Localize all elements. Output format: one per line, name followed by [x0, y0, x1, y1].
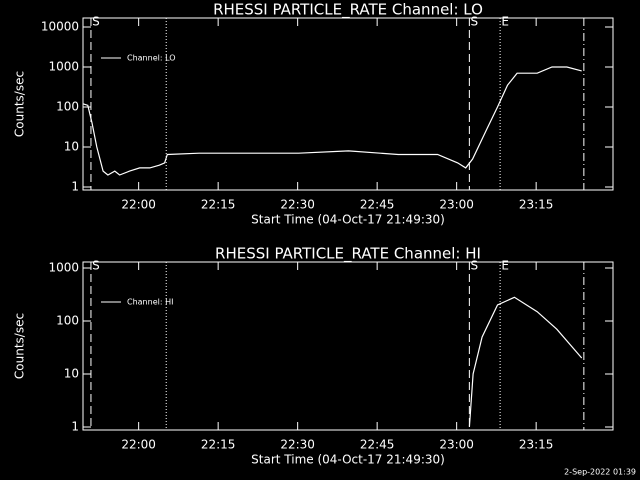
y-tick-label: 10: [64, 367, 79, 381]
footer: 2-Sep-2022 01:39: [564, 468, 636, 477]
x-tick-label: 22:30: [280, 438, 315, 452]
x-axis-label: Start Time (04-Oct-17 21:49:30): [251, 213, 445, 227]
x-tick-label: 23:00: [439, 198, 474, 212]
y-tick-label: 10000: [41, 20, 79, 34]
y-tick-label: 1000: [48, 261, 79, 275]
event-label: S: [471, 259, 479, 273]
y-tick-label: 1: [71, 180, 79, 194]
x-tick-label: 22:15: [201, 438, 236, 452]
x-tick-label: 23:15: [519, 198, 554, 212]
y-tick-label: 10: [64, 140, 79, 154]
legend-label: Channel: LO: [127, 54, 176, 63]
y-tick-label: 1000: [48, 60, 79, 74]
x-axis-label: Start Time (04-Oct-17 21:49:30): [251, 453, 445, 467]
x-tick-label: 22:30: [280, 198, 315, 212]
x-tick-label: 22:15: [201, 198, 236, 212]
x-tick-label: 22:00: [121, 198, 156, 212]
y-axis-label: Counts/sec: [13, 313, 27, 379]
event-label: S: [92, 15, 100, 29]
y-tick-label: 1: [71, 420, 79, 434]
event-label: S: [471, 15, 479, 29]
event-label: E: [501, 259, 509, 273]
legend-label: Channel: HI: [127, 298, 173, 307]
chart-title: RHESSI PARTICLE_RATE Channel: HI: [215, 245, 481, 264]
y-tick-label: 100: [56, 100, 79, 114]
plot-frame: [82, 261, 614, 431]
event-label: S: [92, 259, 100, 273]
x-tick-label: 23:15: [519, 438, 554, 452]
data-line: [468, 296, 583, 428]
chart-title: RHESSI PARTICLE_RATE Channel: LO: [213, 1, 483, 20]
event-label: E: [501, 15, 509, 29]
y-tick-label: 100: [56, 314, 79, 328]
x-tick-label: 22:00: [121, 438, 156, 452]
y-axis-label: Counts/sec: [13, 71, 27, 137]
x-tick-label: 22:45: [360, 198, 395, 212]
x-tick-label: 23:00: [439, 438, 474, 452]
data-line: [82, 66, 582, 176]
x-tick-label: 22:45: [360, 438, 395, 452]
